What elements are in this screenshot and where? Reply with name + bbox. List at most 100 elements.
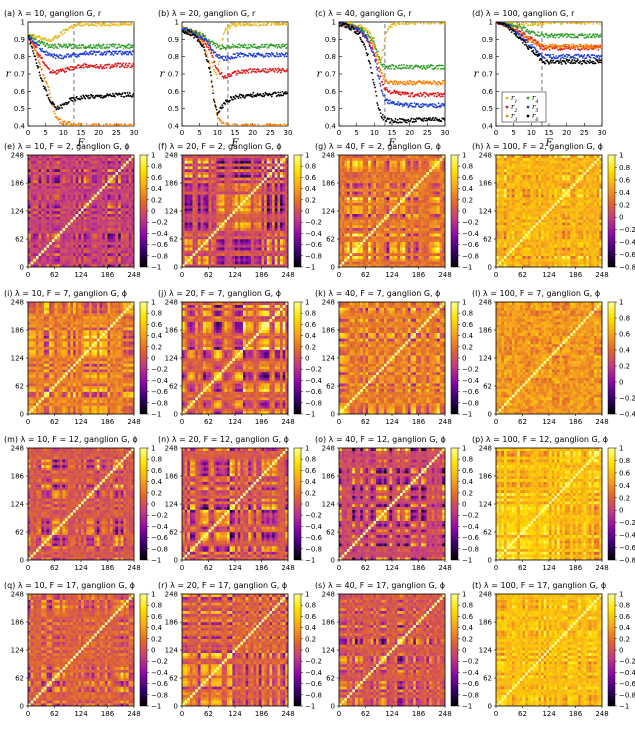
heatmap-cell: [121, 256, 124, 259]
heatmap-cell: [86, 245, 89, 248]
heatmap-cell: [97, 236, 100, 239]
heatmap-cell: [31, 242, 34, 245]
data-point: [264, 94, 266, 96]
data-point: [216, 109, 218, 111]
heatmap-cell: [115, 242, 118, 245]
heatmap-cell: [41, 208, 44, 211]
data-point: [267, 69, 269, 71]
heatmap-cell: [52, 217, 55, 220]
heatmap-cell: [78, 214, 81, 217]
data-point: [562, 54, 564, 56]
data-point: [264, 46, 266, 48]
heatmap-cell: [57, 200, 60, 203]
heatmap-cell: [89, 219, 92, 222]
data-point: [531, 37, 533, 39]
heatmap-cell: [31, 228, 34, 231]
heatmap-cell: [81, 225, 84, 228]
heatmap-cell: [126, 228, 129, 231]
data-point: [261, 126, 263, 128]
heatmap-cell: [52, 239, 55, 242]
heatmap-cell: [113, 233, 116, 236]
heatmap-cell: [76, 189, 79, 192]
data-point: [429, 81, 431, 83]
data-point: [555, 44, 557, 46]
heatmap-cell: [33, 228, 36, 231]
heatmap-cell: [105, 219, 108, 222]
heatmap-cell: [33, 203, 36, 206]
heatmap-cell: [97, 205, 100, 208]
data-point: [30, 41, 32, 43]
data-point: [254, 22, 256, 24]
heatmap-cell: [68, 191, 71, 194]
heatmap-cell: [41, 236, 44, 239]
heatmap-cell: [41, 233, 44, 236]
heatmap-cell: [73, 256, 76, 259]
heatmap-cell: [62, 200, 65, 203]
heatmap-cell: [129, 247, 132, 250]
heatmap-cell: [113, 259, 116, 262]
heatmap-cell: [39, 222, 42, 225]
heatmap-cell: [121, 214, 124, 217]
data-point: [356, 31, 358, 33]
data-point: [32, 50, 34, 52]
heatmap-cell: [105, 211, 108, 214]
heatmap-cell: [47, 253, 50, 256]
heatmap-cell: [36, 236, 39, 239]
heatmap-cell: [113, 225, 116, 228]
heatmap-cell: [81, 236, 84, 239]
heatmap-cell: [108, 250, 111, 253]
data-point: [279, 123, 281, 125]
data-point: [96, 25, 98, 27]
data-point: [274, 71, 276, 73]
data-point: [39, 55, 41, 57]
data-point: [381, 81, 383, 83]
heatmap-cell: [89, 222, 92, 225]
heatmap-cell: [84, 205, 87, 208]
heatmap-cell: [52, 242, 55, 245]
heatmap-cell: [105, 261, 108, 264]
data-point: [367, 30, 369, 32]
data-point: [38, 40, 40, 42]
heatmap-cell: [78, 250, 81, 253]
heatmap-cell: [55, 194, 58, 197]
data-point: [542, 44, 544, 46]
data-point: [591, 44, 593, 46]
data-point: [505, 21, 507, 23]
data-point: [49, 53, 51, 55]
heatmap-cell: [44, 194, 47, 197]
data-point: [185, 27, 187, 29]
x-tick-label: 25: [112, 129, 121, 137]
data-point: [365, 48, 367, 50]
data-point: [38, 62, 40, 64]
x-tick-label: 10: [213, 129, 222, 137]
heatmap-cell: [100, 211, 103, 214]
heatmap-cell: [41, 200, 44, 203]
data-point: [395, 118, 397, 120]
data-point: [379, 109, 381, 111]
heatmap-cell: [31, 256, 34, 259]
heatmap-cell: [49, 205, 52, 208]
data-point: [212, 92, 214, 94]
heatmap-cell: [68, 228, 71, 231]
heatmap-cell: [33, 217, 36, 220]
heatmap-cell: [49, 250, 52, 253]
data-point: [593, 45, 595, 47]
data-point: [80, 47, 82, 49]
data-point: [74, 44, 76, 46]
data-point: [254, 68, 256, 70]
y-tick-label: 0.9: [14, 36, 25, 44]
legend: r1r2r3r4r5r6: [502, 92, 546, 123]
data-point: [440, 106, 442, 108]
data-point: [50, 97, 52, 99]
heatmap-cell: [60, 233, 63, 236]
data-point: [571, 44, 573, 46]
data-point: [131, 54, 133, 56]
data-point: [401, 23, 403, 25]
heatmap-cell: [39, 197, 42, 200]
heatmap-cell: [97, 259, 100, 262]
data-point: [55, 45, 57, 47]
heatmap-cell: [110, 211, 113, 214]
data-point: [601, 36, 603, 38]
data-point: [211, 81, 213, 83]
data-point: [48, 38, 50, 40]
